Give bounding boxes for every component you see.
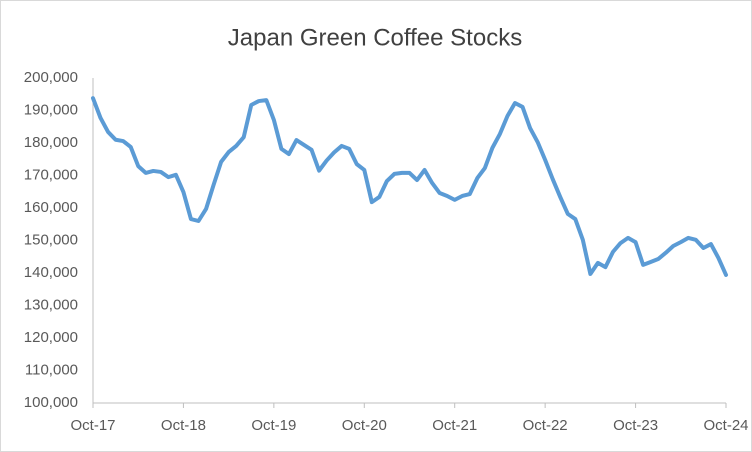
y-tick-label: 110,000 bbox=[25, 361, 78, 378]
x-tick-label: Oct-24 bbox=[703, 417, 748, 434]
chart-title: Japan Green Coffee Stocks bbox=[228, 24, 522, 51]
y-tick-label: 150,000 bbox=[24, 231, 78, 248]
y-tick-label: 120,000 bbox=[24, 329, 78, 346]
data-line bbox=[91, 96, 728, 277]
x-tick-label: Oct-21 bbox=[432, 417, 477, 434]
y-tick-label: 200,000 bbox=[24, 69, 78, 86]
y-tick-label: 180,000 bbox=[24, 134, 78, 151]
y-tick-label: 100,000 bbox=[24, 394, 78, 411]
x-tick-label: Oct-23 bbox=[613, 417, 658, 434]
x-tick-label: Oct-19 bbox=[251, 417, 296, 434]
x-tick-label: Oct-17 bbox=[70, 417, 115, 434]
y-tick-label: 140,000 bbox=[24, 264, 78, 281]
y-tick-label: 190,000 bbox=[24, 101, 78, 118]
x-tick-label: Oct-18 bbox=[161, 417, 206, 434]
x-tick-label: Oct-20 bbox=[342, 417, 387, 434]
y-tick-label: 170,000 bbox=[24, 166, 78, 183]
y-tick-label: 130,000 bbox=[24, 296, 78, 313]
x-tick-label: Oct-22 bbox=[523, 417, 568, 434]
y-tick-label: 160,000 bbox=[24, 199, 78, 216]
